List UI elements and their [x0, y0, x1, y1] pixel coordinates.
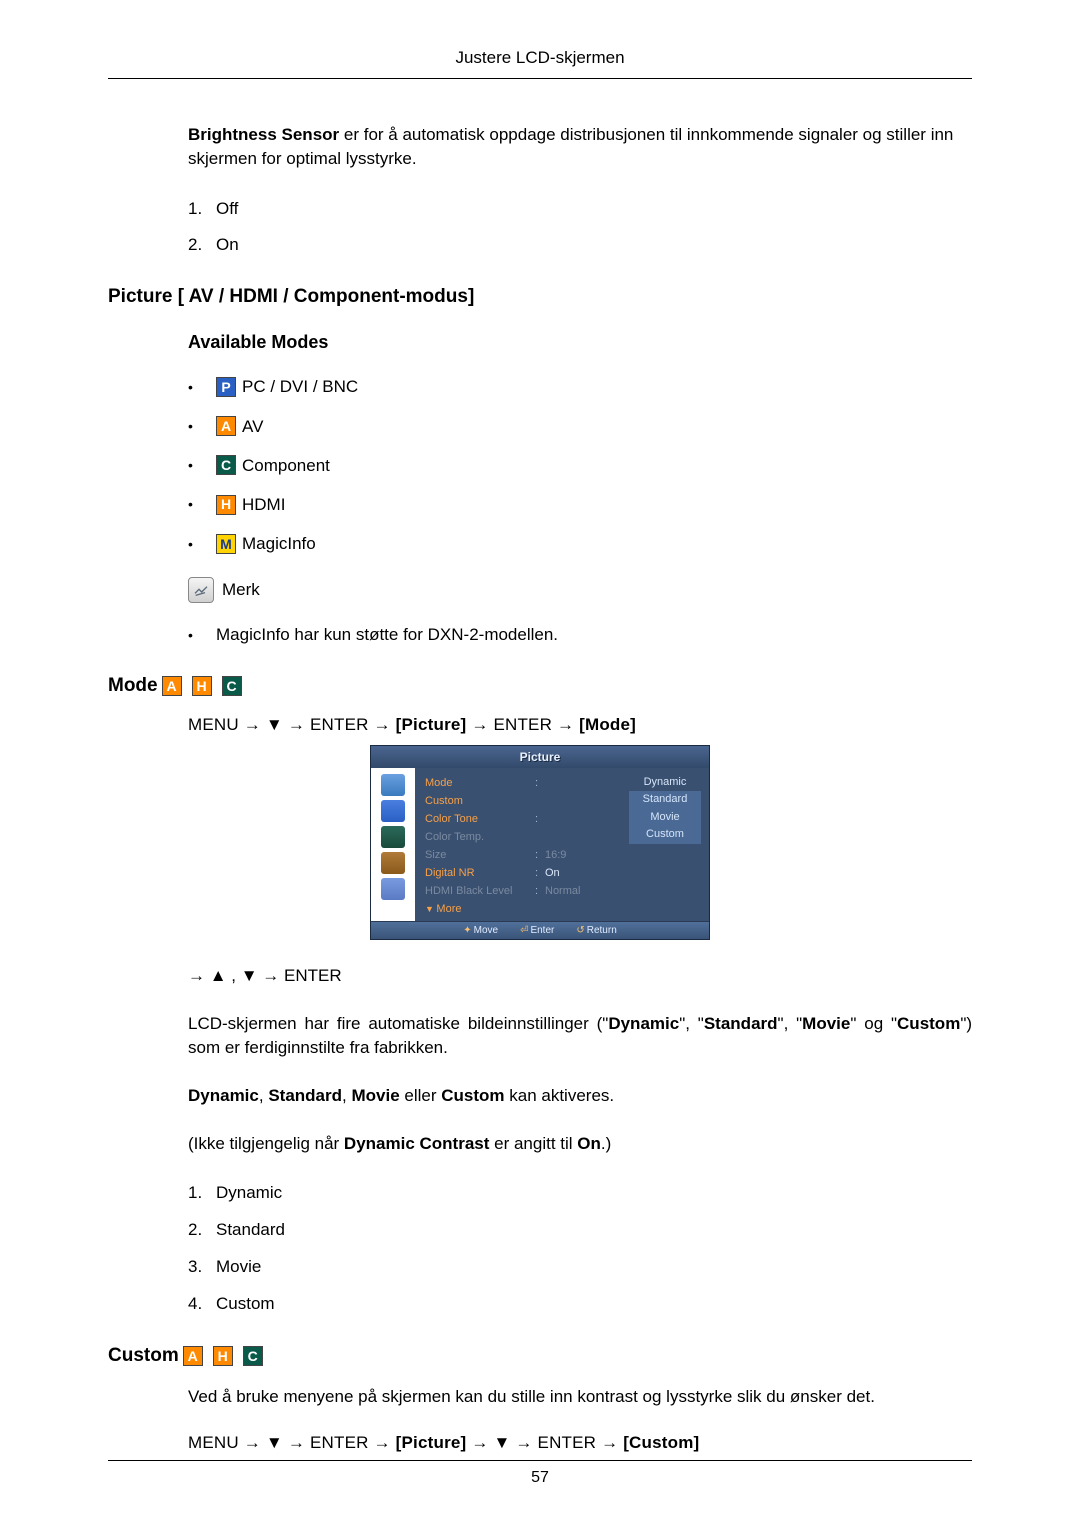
- osd-title: Picture: [371, 746, 709, 768]
- osd-more: More: [425, 900, 701, 917]
- mode-m-icon: M: [216, 534, 236, 554]
- note-item: •MagicInfo har kun støtte for DXN-2-mode…: [188, 621, 972, 648]
- custom-body: Ved å bruke menyene på skjermen kan du s…: [188, 1385, 972, 1409]
- badge-c-icon: C: [243, 1346, 263, 1366]
- list-item: 1.Dynamic: [188, 1179, 972, 1208]
- after-osd-path: → ▲ , ▼ → ENTER: [188, 964, 972, 988]
- mode-a-icon: A: [216, 416, 236, 436]
- available-modes-title: Available Modes: [188, 332, 972, 353]
- osd-screenshot: Picture Mode: Custom Color Tone:: [370, 745, 710, 941]
- list-item: 3.Movie: [188, 1253, 972, 1282]
- mode-item: •M MagicInfo: [188, 530, 972, 557]
- badge-a-icon: A: [162, 676, 182, 696]
- list-item: 2.Standard: [188, 1216, 972, 1245]
- list-item: 4.Custom: [188, 1290, 972, 1319]
- note-label: Merk: [222, 580, 260, 600]
- note-list: •MagicInfo har kun støtte for DXN-2-mode…: [188, 621, 972, 648]
- list-item: 1.Off: [188, 195, 972, 224]
- brightness-options: 1.Off 2.On: [188, 195, 972, 261]
- osd-footer: ✦Move ⏎Enter ↺Return: [371, 921, 709, 939]
- available-modes-list: •P PC / DVI / BNC •A AV •C Component •H …: [188, 373, 972, 557]
- mode-c-icon: C: [216, 455, 236, 475]
- brightness-intro: Brightness Sensor er for å automatisk op…: [188, 123, 972, 171]
- note-row: Merk: [188, 577, 972, 603]
- mode-item: •P PC / DVI / BNC: [188, 373, 972, 400]
- osd-menu: Mode: Custom Color Tone: Color Temp. Siz…: [415, 768, 709, 922]
- mode-options-list: 1.Dynamic 2.Standard 3.Movie 4.Custom: [188, 1179, 972, 1319]
- note-icon: [188, 577, 214, 603]
- mode-heading: Mode A H C: [108, 675, 972, 697]
- menu-path-custom: MENU → ▼ → ENTER → [Picture] → ▼ → ENTER…: [188, 1433, 972, 1453]
- mode-desc-3: (Ikke tilgjengelig når Dynamic Contrast …: [188, 1132, 972, 1156]
- page-number: 57: [531, 1469, 549, 1486]
- osd-tab-icons: [371, 768, 415, 922]
- mode-item: •A AV: [188, 413, 972, 440]
- menu-path-mode: MENU → ▼ → ENTER → [Picture] → ENTER → […: [188, 715, 972, 735]
- page-footer: 57: [108, 1460, 972, 1487]
- picture-section-title: Picture [ AV / HDMI / Component-modus]: [108, 286, 972, 308]
- badge-h-icon: H: [192, 676, 212, 696]
- badge-c-icon: C: [222, 676, 242, 696]
- mode-desc-1: LCD-skjermen har fire automatiske bildei…: [188, 1012, 972, 1060]
- mode-item: •H HDMI: [188, 491, 972, 518]
- mode-p-icon: P: [216, 377, 236, 397]
- list-item: 2.On: [188, 231, 972, 260]
- brightness-bold: Brightness Sensor: [188, 125, 339, 144]
- badge-h-icon: H: [213, 1346, 233, 1366]
- mode-item: •C Component: [188, 452, 972, 479]
- mode-desc-2: Dynamic, Standard, Movie eller Custom ka…: [188, 1084, 972, 1108]
- badge-a-icon: A: [183, 1346, 203, 1366]
- custom-heading: Custom A H C: [108, 1345, 972, 1367]
- page-header: Justere LCD-skjermen: [108, 48, 972, 79]
- mode-h-icon: H: [216, 495, 236, 515]
